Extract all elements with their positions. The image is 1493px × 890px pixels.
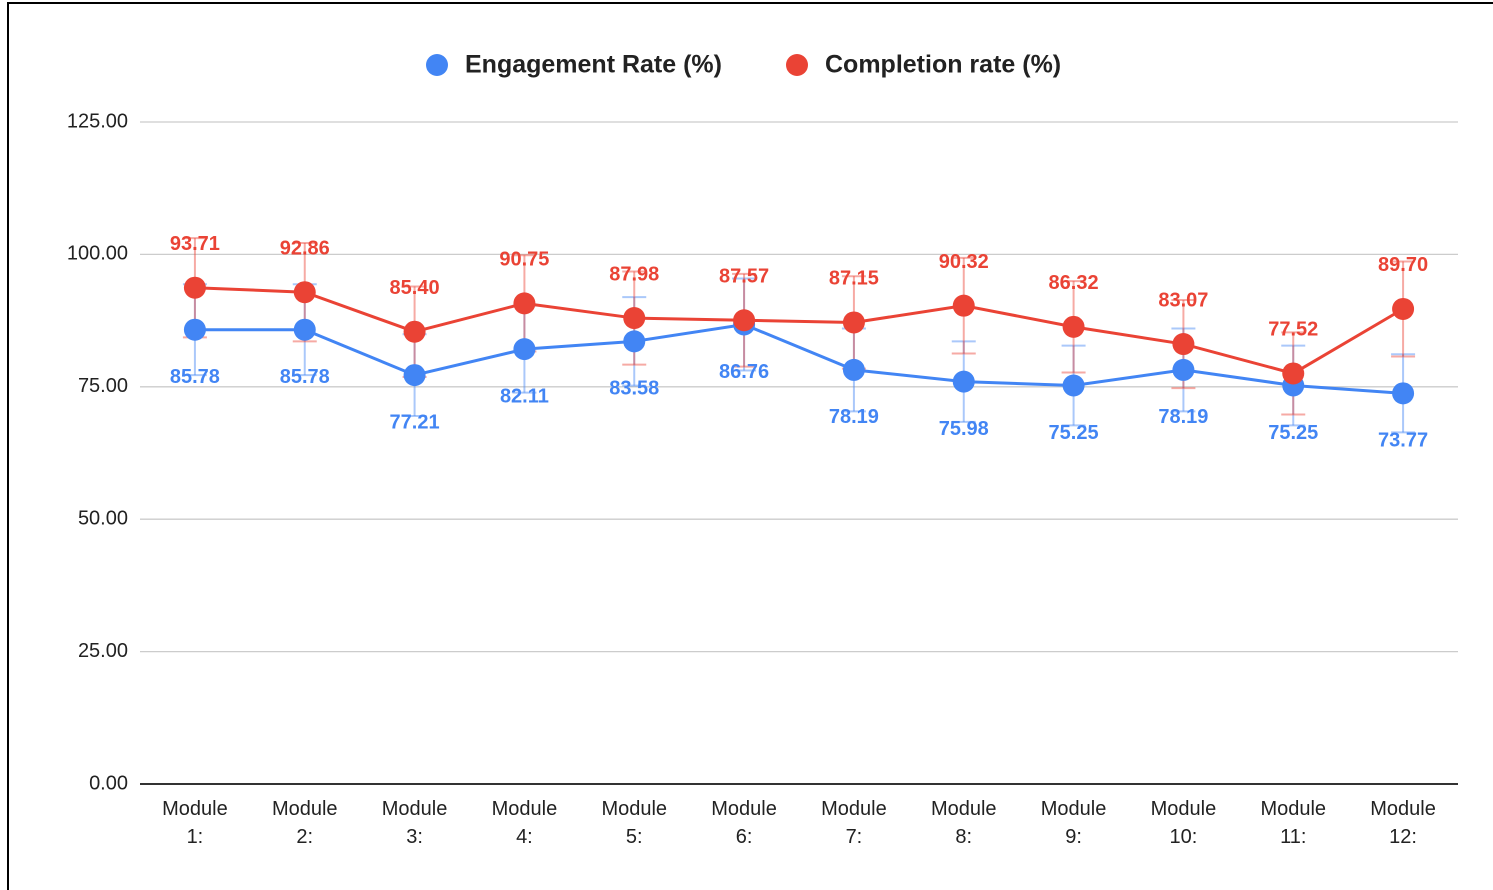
value-label: 77.21 — [390, 411, 440, 433]
point — [513, 338, 536, 361]
value-label: 90.32 — [939, 251, 989, 273]
value-label: 85.78 — [170, 366, 220, 388]
point — [842, 358, 865, 381]
value-label: 83.07 — [1158, 289, 1208, 311]
x-tick-label: Module 2: — [272, 798, 338, 848]
y-tick-label: 25.00 — [78, 640, 128, 662]
value-label: 75.98 — [939, 418, 989, 440]
point — [1062, 315, 1085, 338]
x-tick-label: Module 11: — [1260, 798, 1326, 848]
point — [293, 318, 316, 341]
x-tick-label: Module 8: — [931, 798, 997, 848]
value-label: 87.15 — [829, 268, 879, 290]
point — [1282, 362, 1305, 385]
x-tick-label: Module 4: — [492, 798, 558, 848]
point — [952, 294, 975, 317]
legend-label: Engagement Rate (%) — [465, 51, 722, 79]
y-tick-label: 100.00 — [67, 243, 128, 265]
point — [1392, 382, 1415, 405]
y-tick-label: 75.00 — [78, 375, 128, 397]
value-label: 73.77 — [1378, 430, 1428, 452]
value-label: 83.58 — [609, 378, 659, 400]
x-tick-label: Module 7: — [821, 798, 887, 848]
point — [513, 292, 536, 315]
x-tick-label: Module 9: — [1041, 798, 1107, 848]
point — [403, 320, 426, 343]
point — [842, 311, 865, 334]
frame — [7, 2, 1493, 890]
point — [183, 276, 206, 299]
x-tick-label: Module 3: — [382, 798, 448, 848]
point — [1172, 358, 1195, 381]
value-label: 92.86 — [280, 237, 330, 259]
point — [183, 318, 206, 341]
point — [1172, 333, 1195, 356]
value-label: 87.57 — [719, 266, 769, 288]
value-label: 77.52 — [1268, 319, 1318, 341]
legend-label: Completion rate (%) — [825, 51, 1061, 79]
point — [952, 370, 975, 393]
y-tick-label: 0.00 — [89, 772, 128, 794]
point — [403, 364, 426, 387]
point — [733, 309, 756, 332]
legend-marker — [426, 54, 448, 76]
value-label: 90.75 — [499, 249, 549, 271]
y-tick-label: 125.00 — [67, 110, 128, 132]
value-label: 89.70 — [1378, 254, 1428, 276]
value-label: 78.19 — [829, 406, 879, 428]
x-tick-label: Module 6: — [711, 798, 777, 848]
point — [1392, 297, 1415, 320]
x-tick-label: Module 10: — [1151, 798, 1217, 848]
value-label: 86.32 — [1049, 272, 1099, 294]
value-label: 75.25 — [1049, 422, 1099, 444]
value-label: 93.71 — [170, 233, 220, 255]
value-label: 82.11 — [500, 385, 549, 407]
legend-marker — [786, 54, 808, 76]
x-tick-label: Module 5: — [601, 798, 667, 848]
point — [1062, 374, 1085, 397]
x-tick-label: Module 12: — [1370, 798, 1436, 848]
point — [623, 330, 646, 353]
x-tick-label: Module 1: — [162, 798, 228, 848]
value-label: 78.19 — [1158, 406, 1208, 428]
value-label: 86.76 — [719, 361, 769, 383]
line — [194, 322, 1404, 395]
value-label: 75.25 — [1268, 422, 1318, 444]
point — [623, 307, 646, 330]
y-tick-label: 50.00 — [78, 507, 128, 529]
line — [194, 286, 1404, 376]
point — [293, 281, 316, 304]
value-label: 85.78 — [280, 366, 330, 388]
value-label: 85.40 — [390, 277, 440, 299]
value-label: 87.98 — [609, 263, 659, 285]
